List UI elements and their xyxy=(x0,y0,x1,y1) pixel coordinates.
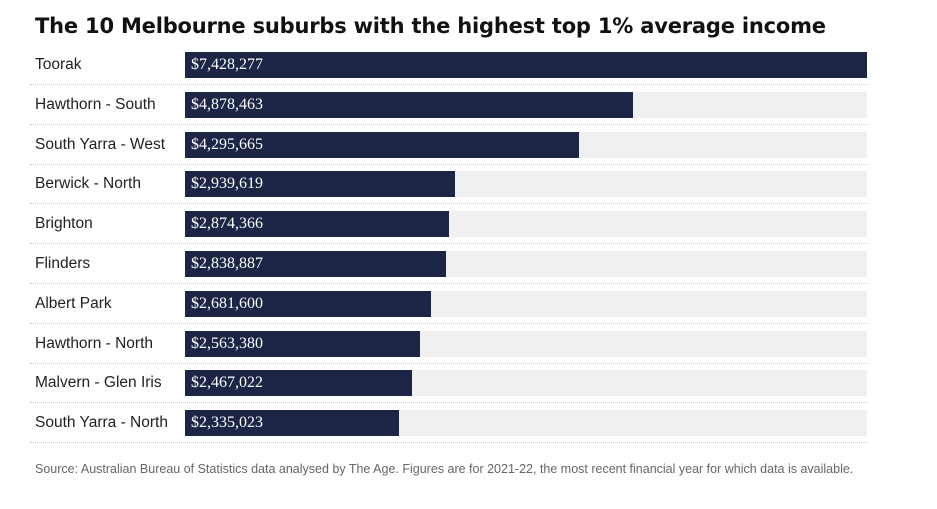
chart-row: Berwick - North $2,939,619 xyxy=(30,164,868,205)
category-label: Brighton xyxy=(35,215,93,233)
value-label: $2,335,023 xyxy=(191,414,263,432)
chart-row: Flinders $2,838,887 xyxy=(30,244,868,284)
value-label: $7,428,277 xyxy=(191,56,263,73)
bar: $2,874,366 xyxy=(185,211,449,238)
bar: $2,563,380 xyxy=(185,330,421,357)
value-label: $2,681,600 xyxy=(191,294,263,312)
bar: $2,335,023 xyxy=(185,410,400,437)
chart-row: Malvern - Glen Iris $2,467,022 xyxy=(30,363,868,404)
bar: $4,295,665 xyxy=(185,131,580,158)
category-label: South Yarra - West xyxy=(35,135,166,153)
category-label: Malvern - Glen Iris xyxy=(35,374,162,392)
bar-track: $2,681,600 xyxy=(185,290,867,317)
bar: $2,467,022 xyxy=(185,370,412,397)
value-label: $2,563,380 xyxy=(191,334,263,352)
value-label: $2,838,887 xyxy=(191,255,263,272)
chart-row: Toorak $7,428,277 xyxy=(30,45,868,85)
bar-track: $2,838,887 xyxy=(185,251,867,277)
value-label: $4,878,463 xyxy=(191,95,263,113)
bar-track: $2,874,366 xyxy=(185,211,867,238)
bar: $2,838,887 xyxy=(185,251,446,277)
category-label: Toorak xyxy=(35,56,82,73)
chart-row: Brighton $2,874,366 xyxy=(30,204,868,245)
chart-row: Albert Park $2,681,600 xyxy=(30,284,868,324)
bar-track: $2,467,022 xyxy=(185,370,867,397)
value-label: $2,874,366 xyxy=(191,215,263,233)
bar-track: $2,563,380 xyxy=(185,330,867,357)
category-label: Berwick - North xyxy=(35,175,141,193)
bar: $2,681,600 xyxy=(185,290,432,317)
category-label: Hawthorn - North xyxy=(35,334,154,352)
bar-track: $4,295,665 xyxy=(185,131,867,158)
chart-row: Hawthorn - South $4,878,463 xyxy=(30,85,868,125)
chart-title: The 10 Melbourne suburbs with the highes… xyxy=(35,14,826,38)
category-label: Hawthorn - South xyxy=(35,95,156,113)
bar-track: $4,878,463 xyxy=(185,91,867,118)
category-label: South Yarra - North xyxy=(35,414,168,432)
value-label: $2,939,619 xyxy=(191,175,263,193)
value-label: $4,295,665 xyxy=(191,135,263,153)
chart-row: South Yarra - North $2,335,023 xyxy=(30,403,868,444)
category-label: Flinders xyxy=(35,255,91,272)
bar-chart: Toorak $7,428,277 Hawthorn - South $4,878,4… xyxy=(30,45,870,444)
bar: $2,939,619 xyxy=(185,171,455,198)
value-label: $2,467,022 xyxy=(191,374,263,392)
bar: $7,428,277 xyxy=(185,52,867,78)
bar: $4,878,463 xyxy=(185,91,633,118)
bar-track: $7,428,277 xyxy=(185,52,867,78)
chart-row: Hawthorn - North $2,563,380 xyxy=(30,324,868,364)
chart-row: South Yarra - West $4,295,665 xyxy=(30,125,868,165)
bar-track: $2,939,619 xyxy=(185,171,867,198)
bar-track: $2,335,023 xyxy=(185,410,867,437)
source-note: Source: Australian Bureau of Statistics … xyxy=(35,462,854,476)
category-label: Albert Park xyxy=(35,294,112,312)
